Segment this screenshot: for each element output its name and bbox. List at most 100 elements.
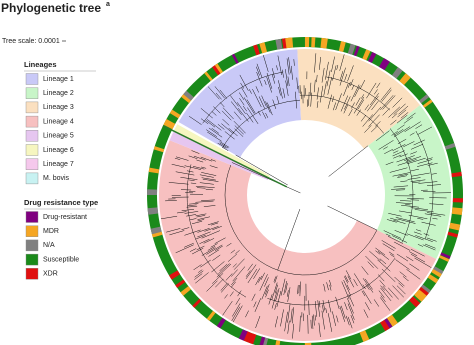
branch [273, 276, 277, 282]
branch [171, 163, 186, 168]
legend-swatch [25, 268, 39, 280]
branch [327, 76, 333, 95]
branch [191, 150, 200, 154]
branch [392, 235, 408, 243]
resistance-stripe [347, 43, 356, 55]
branch [225, 273, 233, 281]
branch [427, 184, 442, 186]
branch [218, 263, 230, 275]
branch [233, 258, 245, 270]
branch [377, 274, 385, 282]
branch [347, 298, 354, 314]
branch [399, 153, 408, 158]
branch [406, 269, 421, 280]
branch [360, 115, 367, 122]
branch [347, 303, 355, 320]
branch [208, 249, 220, 257]
branch [410, 143, 424, 150]
branch [215, 278, 224, 288]
branch [316, 101, 319, 108]
branch [264, 79, 267, 86]
resistance-stripe [206, 310, 216, 321]
resistance-stripe [259, 336, 266, 345]
branch [207, 246, 216, 251]
branch [308, 91, 310, 106]
branch [361, 94, 365, 99]
branch [311, 315, 314, 329]
resistance-stripe [417, 286, 429, 298]
resistance-stripe [414, 291, 425, 302]
branch [201, 172, 217, 176]
resistance-stripe [362, 49, 371, 61]
branch [327, 94, 332, 109]
branch [261, 285, 268, 300]
branch [197, 187, 206, 189]
resistance-stripe [422, 99, 433, 108]
branch [245, 310, 249, 318]
branch [200, 259, 211, 268]
branch [407, 177, 421, 180]
resistance-stripe [440, 252, 451, 259]
branch [335, 93, 342, 111]
branch [297, 285, 299, 295]
branch [340, 95, 349, 112]
branch [388, 251, 395, 256]
branch [339, 54, 345, 71]
branch [199, 174, 214, 178]
branch [254, 298, 261, 313]
title-superscript: a [106, 1, 110, 8]
resistance-stripe [368, 52, 377, 63]
resistance-stripe [288, 37, 294, 48]
branch [328, 299, 332, 313]
legend-label: MDR [43, 228, 59, 235]
branch [427, 162, 438, 166]
lineage-sector [158, 140, 437, 342]
branch [208, 127, 223, 138]
branch [175, 244, 194, 254]
resistance-stripe [192, 298, 202, 308]
branch [252, 88, 262, 108]
branch [219, 142, 229, 149]
branch [341, 281, 350, 300]
branch [331, 56, 335, 73]
branch [347, 275, 355, 288]
branch [401, 205, 420, 208]
branch [380, 95, 394, 111]
branch [221, 283, 230, 293]
branch [256, 66, 260, 76]
branch [412, 181, 421, 183]
branch [327, 313, 333, 332]
branch [397, 109, 407, 118]
branch [380, 285, 385, 291]
branch [391, 113, 398, 119]
branch [274, 275, 278, 284]
branch [251, 293, 256, 301]
branch [364, 125, 372, 133]
branch [231, 162, 301, 194]
branch [400, 112, 409, 119]
branch [206, 119, 222, 131]
branch [247, 263, 253, 271]
branch [234, 125, 244, 135]
branches [160, 53, 451, 339]
resistance-stripe [150, 226, 162, 235]
branch [379, 280, 386, 287]
resistance-stripe [439, 255, 450, 262]
resistance-stripe [444, 143, 456, 150]
branch [239, 92, 245, 101]
branch [209, 165, 218, 169]
branch [326, 70, 331, 87]
branch [257, 110, 261, 116]
branch [282, 88, 286, 98]
branch [188, 116, 202, 125]
branch [313, 79, 316, 93]
branch [344, 275, 349, 283]
resistance-stripe [449, 222, 461, 231]
branch [212, 254, 221, 261]
branch [272, 74, 276, 84]
branch [325, 61, 329, 80]
resistance-stripe [431, 269, 442, 278]
branch [336, 315, 339, 323]
branch [286, 58, 290, 75]
branch [351, 85, 355, 90]
